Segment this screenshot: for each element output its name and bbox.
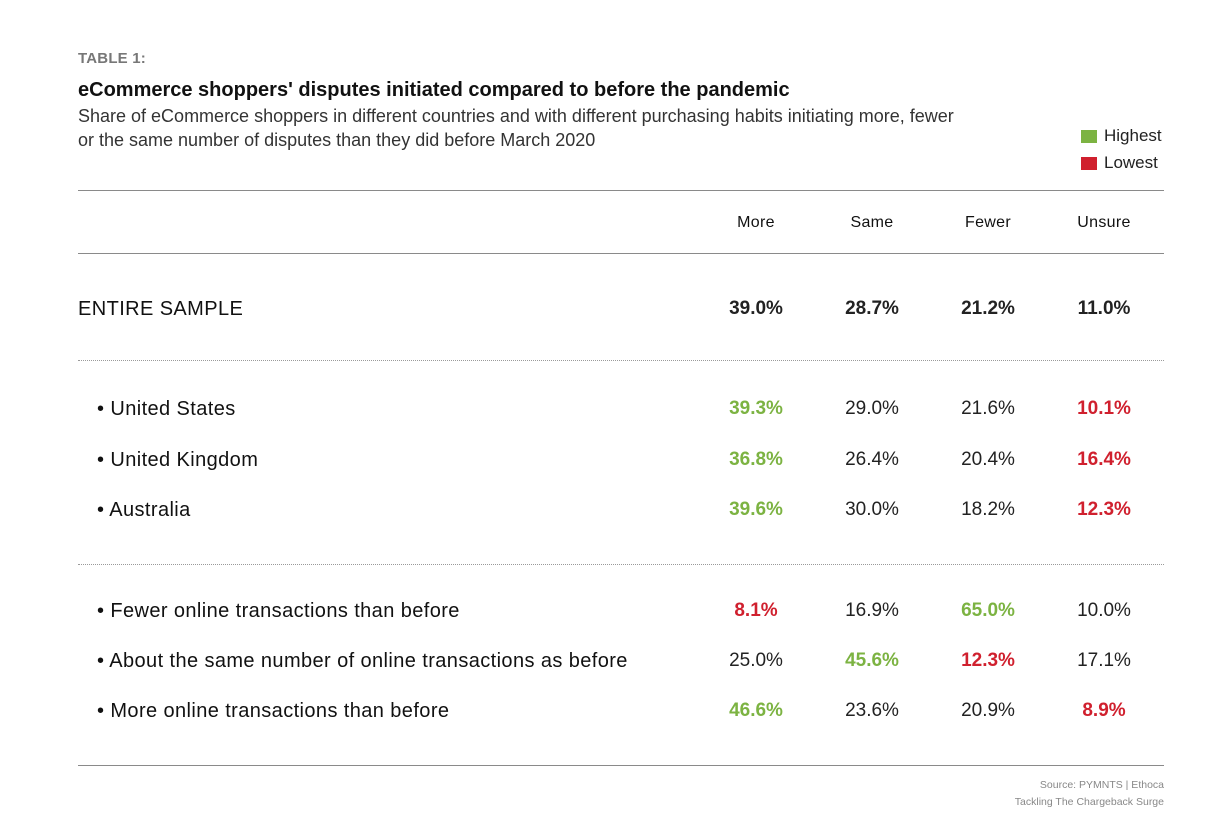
cell-more: 46.6% [729, 700, 783, 721]
cell-unsure: 10.1% [1077, 398, 1131, 419]
cell-fewer: 21.6% [961, 398, 1015, 419]
legend-swatch-lowest [1081, 156, 1097, 170]
cell-unsure: 16.4% [1077, 449, 1131, 470]
cell-fewer: 21.2% [961, 298, 1015, 319]
cell-more: 8.1% [734, 600, 778, 621]
cell-same: 28.7% [845, 298, 899, 319]
cell-same: 29.0% [845, 398, 899, 419]
table-title: eCommerce shoppers' disputes initiated c… [78, 79, 790, 101]
column-header-fewer: Fewer [965, 214, 1011, 231]
cell-unsure: 8.9% [1082, 700, 1126, 721]
column-header-same: Same [850, 214, 894, 231]
row-label: • Fewer online transactions than before [97, 600, 460, 622]
legend-label-lowest: Lowest [1104, 153, 1158, 172]
table-row-more-transactions: • More online transactions than before 4… [0, 700, 1230, 730]
cell-unsure: 11.0% [1077, 298, 1131, 319]
legend-swatch-highest [1081, 129, 1097, 143]
row-label: • More online transactions than before [97, 700, 450, 722]
cell-same: 26.4% [845, 449, 899, 470]
source-credit: Source: PYMNTS | Ethoca [1039, 779, 1164, 791]
cell-more: 39.6% [729, 499, 783, 520]
table-row-same-transactions: • About the same number of online transa… [0, 650, 1230, 680]
cell-more: 36.8% [729, 449, 783, 470]
table-row-australia: • Australia 39.6% 30.0% 18.2% 12.3% [0, 499, 1230, 529]
source-report-title: Tackling The Chargeback Surge [1014, 796, 1164, 808]
row-label: • Australia [97, 499, 191, 521]
top-rule [78, 190, 1164, 191]
table-label: TABLE 1: [78, 50, 146, 67]
cell-fewer: 65.0% [961, 600, 1015, 621]
cell-more: 25.0% [729, 650, 783, 671]
row-label: • United Kingdom [97, 449, 259, 471]
row-label: • United States [97, 398, 236, 420]
dotted-divider-1 [78, 360, 1164, 361]
row-label: ENTIRE SAMPLE [78, 298, 244, 320]
cell-same: 23.6% [845, 700, 899, 721]
legend-item-highest: Highest [1081, 126, 1162, 146]
cell-more: 39.0% [729, 298, 783, 319]
cell-same: 45.6% [845, 650, 899, 671]
table-row-united-states: • United States 39.3% 29.0% 21.6% 10.1% [0, 398, 1230, 428]
table-subtitle: Share of eCommerce shoppers in different… [78, 106, 954, 150]
table-row-fewer-transactions: • Fewer online transactions than before … [0, 600, 1230, 630]
column-header-more: More [737, 214, 775, 231]
cell-fewer: 20.9% [961, 700, 1015, 721]
cell-more: 39.3% [729, 398, 783, 419]
cell-same: 30.0% [845, 499, 899, 520]
legend-label-highest: Highest [1104, 126, 1162, 145]
cell-fewer: 20.4% [961, 449, 1015, 470]
header-rule [78, 253, 1164, 254]
bottom-rule [78, 765, 1164, 766]
dotted-divider-2 [78, 564, 1164, 565]
cell-unsure: 10.0% [1077, 600, 1131, 621]
cell-fewer: 12.3% [961, 650, 1015, 671]
cell-same: 16.9% [845, 600, 899, 621]
cell-unsure: 12.3% [1077, 499, 1131, 520]
row-label: • About the same number of online transa… [97, 650, 628, 672]
column-header-unsure: Unsure [1077, 214, 1131, 231]
cell-unsure: 17.1% [1077, 650, 1131, 671]
cell-fewer: 18.2% [961, 499, 1015, 520]
table-row-entire-sample: ENTIRE SAMPLE 39.0% 28.7% 21.2% 11.0% [0, 298, 1230, 328]
table-row-united-kingdom: • United Kingdom 36.8% 26.4% 20.4% 16.4% [0, 449, 1230, 479]
legend-item-lowest: Lowest [1081, 153, 1158, 173]
